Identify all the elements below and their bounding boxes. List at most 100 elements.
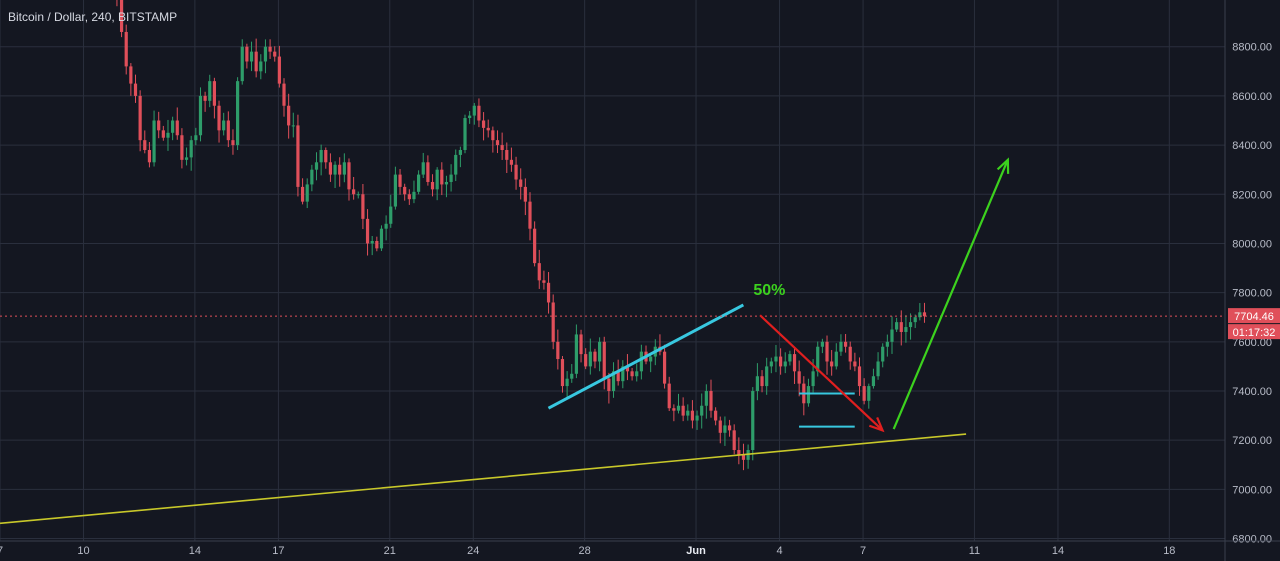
countdown-label: 01:17:32 — [1233, 327, 1276, 339]
candle-body — [922, 312, 927, 317]
x-tick-label: 11 — [969, 545, 980, 557]
candle-body — [542, 280, 546, 283]
candle-body — [263, 46, 268, 62]
candle-body — [495, 140, 500, 146]
candle-body — [119, 0, 124, 32]
candle-body — [486, 127, 490, 131]
candle-body — [556, 341, 560, 360]
candle-body — [240, 46, 244, 82]
x-tick-label: 21 — [384, 545, 396, 557]
x-tick-label: 14 — [189, 545, 201, 557]
candle-body — [152, 120, 156, 163]
candle-body — [417, 174, 421, 192]
candle-body — [681, 405, 685, 416]
candle-body — [379, 228, 384, 249]
candle-body — [588, 351, 592, 367]
x-tick-label: 7 — [860, 545, 866, 557]
candle-body — [282, 83, 286, 106]
candle-body — [458, 150, 462, 155]
y-tick-label: 7800.00 — [1232, 288, 1272, 300]
bearish-arrow-shaft[interactable] — [759, 314, 884, 432]
candle-body — [848, 346, 852, 362]
candle-body — [133, 83, 138, 96]
candle-body — [774, 356, 778, 362]
candle-body — [361, 194, 365, 219]
y-tick-label: 8000.00 — [1232, 238, 1272, 250]
candle-body — [732, 430, 736, 451]
candle-body — [198, 95, 203, 136]
candle-body — [426, 162, 430, 182]
candle-body — [695, 415, 699, 421]
percent-annotation: 50% — [753, 282, 785, 299]
candle-body — [523, 186, 527, 202]
candle-body — [857, 366, 862, 387]
candle-body — [690, 410, 695, 421]
candle-body — [505, 150, 509, 160]
candle-body — [551, 302, 555, 342]
candle-body — [593, 351, 597, 362]
current-price-tag — [1228, 308, 1280, 324]
candle-body — [454, 154, 458, 175]
x-tick-label: 14 — [1052, 545, 1064, 557]
candle-body — [166, 132, 170, 138]
x-tick-label: 24 — [467, 545, 479, 557]
candle-body — [430, 181, 435, 190]
candle-body — [477, 105, 481, 121]
candle-body — [737, 450, 741, 455]
candle-body — [616, 371, 620, 382]
candle-body — [709, 390, 713, 411]
candle-body — [203, 95, 207, 101]
candle-body — [305, 184, 309, 202]
bullish-arrow-shaft[interactable] — [892, 159, 1009, 430]
candle-body — [296, 125, 300, 187]
candle-body — [913, 317, 917, 323]
candle-body — [314, 162, 319, 170]
candle-body — [300, 186, 305, 202]
candle-body — [324, 150, 328, 163]
candle-body — [881, 346, 885, 362]
candle-body — [867, 386, 871, 401]
countdown-tag — [1228, 324, 1280, 340]
candle-body — [268, 46, 272, 52]
x-tick-label: 10 — [77, 545, 89, 557]
y-tick-label: 8400.00 — [1232, 140, 1272, 152]
candle-body — [853, 361, 857, 367]
x-tick-label: 17 — [272, 545, 284, 557]
y-tick-label: 8800.00 — [1232, 42, 1272, 54]
candle-body — [370, 240, 374, 244]
chart-title: Bitcoin / Dollar, 240, BITSTAMP — [8, 10, 178, 24]
support-trend-line[interactable] — [0, 433, 967, 525]
candle-body — [839, 341, 843, 352]
candle-body — [649, 356, 653, 362]
candle-body — [611, 371, 616, 391]
candle-body — [630, 371, 634, 377]
candle-body — [310, 169, 314, 185]
candle-body — [212, 81, 216, 106]
candle-body — [444, 181, 449, 185]
candle-body — [319, 150, 323, 163]
y-tick-label: 8600.00 — [1232, 91, 1272, 103]
candle-body — [468, 115, 472, 119]
candle-body — [143, 140, 147, 151]
rising-wedge-line[interactable] — [547, 303, 745, 410]
candle-body — [830, 361, 834, 367]
candle-body — [328, 162, 333, 175]
candle-body — [560, 359, 565, 387]
candle-body — [161, 130, 165, 138]
candle-body — [245, 46, 249, 62]
candle-body — [574, 334, 578, 374]
candle-body — [876, 361, 880, 377]
candle-body — [235, 81, 240, 146]
candle-body — [714, 410, 718, 421]
candle-body — [783, 361, 787, 367]
candle-body — [885, 341, 889, 347]
candle-body — [704, 390, 708, 406]
candle-body — [811, 371, 815, 387]
candle-body — [528, 201, 532, 229]
candle-body — [347, 162, 351, 190]
candle-body — [435, 169, 439, 190]
candle-body — [806, 386, 811, 404]
